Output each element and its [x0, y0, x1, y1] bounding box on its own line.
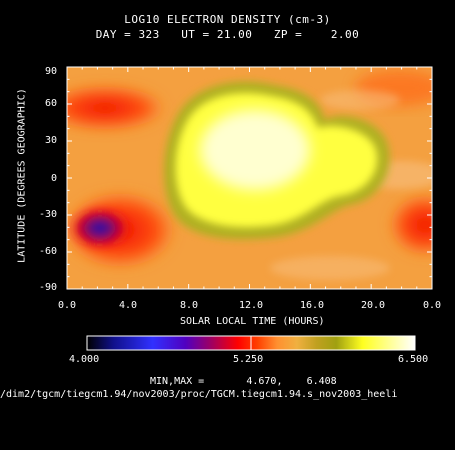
ut-label: UT = — [181, 28, 210, 41]
file-path: /dim2/tgcm/tiegcm1.94/nov2003/proc/TGCM.… — [0, 389, 398, 400]
x-axis-title: SOLAR LOCAL TIME (HOURS) — [180, 316, 325, 327]
x-tick-label: 20.0 — [361, 300, 386, 311]
heatmap-field — [67, 67, 432, 289]
y-tick-label: 90 — [45, 66, 58, 77]
y-tick-label: -60 — [39, 246, 58, 257]
y-tick-label: 60 — [45, 98, 58, 109]
x-tick-label: 16.0 — [300, 300, 325, 311]
chart-title: LOG10 ELECTRON DENSITY (cm-3) — [124, 13, 331, 26]
chart-subtitle: DAY = 323 UT = 21.00 ZP = 2.00 — [0, 28, 455, 41]
y-tick-label: -30 — [39, 209, 58, 220]
y-tick-label: 0 — [51, 173, 58, 184]
y-axis-title: LATITUDE (DEGREES GEOGRAPHIC) — [16, 88, 28, 263]
zp-value: 2.00 — [330, 28, 360, 41]
colorbar-max-label: 6.500 — [398, 354, 429, 365]
x-tick-label: 0.0 — [58, 300, 77, 311]
x-tick-label: 4.0 — [119, 300, 138, 311]
x-tick-label: 0.0 — [423, 300, 442, 311]
x-tick-label: 12.0 — [239, 300, 264, 311]
zp-label: ZP = — [273, 28, 303, 41]
minmax-label: MIN,MAX = — [150, 376, 205, 387]
y-tick-label: 30 — [45, 135, 58, 146]
minmax-readout: MIN,MAX = 4.670, 6.408 — [150, 376, 337, 387]
ut-value: 21.00 — [216, 28, 253, 41]
day-value: 323 — [138, 28, 160, 41]
day-label: DAY = — [95, 28, 132, 41]
min-value: 4.670, — [246, 376, 283, 387]
axis-ticks — [66, 66, 433, 290]
max-value: 6.408 — [306, 376, 337, 387]
colorbar-min-label: 4.000 — [69, 354, 100, 365]
y-tick-label: -90 — [39, 282, 58, 293]
colorbar-mid-label: 5.250 — [233, 354, 264, 365]
x-tick-label: 8.0 — [180, 300, 199, 311]
